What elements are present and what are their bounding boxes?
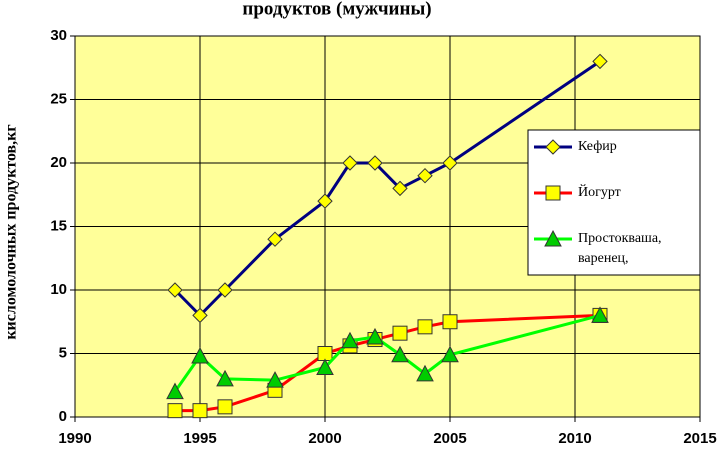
chart-title: продуктов (мужчины) bbox=[242, 0, 431, 19]
marker bbox=[192, 403, 208, 419]
legend-label: Простокваша, варенец, bbox=[578, 231, 662, 266]
y-tick-label: 30 bbox=[50, 27, 67, 44]
marker bbox=[167, 282, 183, 298]
legend-marker bbox=[545, 139, 561, 155]
marker bbox=[317, 193, 333, 209]
marker bbox=[592, 53, 608, 70]
legend-marker bbox=[544, 229, 562, 247]
marker bbox=[442, 155, 458, 171]
legend bbox=[527, 129, 701, 276]
x-tick-label: 2015 bbox=[683, 430, 716, 447]
x-tick-label: 2010 bbox=[558, 430, 591, 447]
marker bbox=[591, 306, 609, 323]
marker bbox=[392, 325, 408, 341]
marker bbox=[342, 155, 358, 171]
y-tick-label: 25 bbox=[50, 90, 67, 107]
x-tick-label: 2000 bbox=[308, 430, 341, 447]
marker bbox=[341, 331, 359, 349]
marker bbox=[366, 327, 384, 345]
marker bbox=[191, 346, 209, 364]
marker bbox=[167, 403, 183, 419]
marker bbox=[217, 399, 233, 415]
y-tick-label: 15 bbox=[50, 217, 67, 234]
x-tick-label: 1990 bbox=[58, 430, 91, 447]
y-axis-label: кисломолочных продуктов,кг bbox=[3, 124, 20, 339]
marker bbox=[441, 345, 459, 363]
legend-label: Кефир bbox=[578, 139, 617, 154]
x-tick-label: 2005 bbox=[433, 430, 466, 447]
marker bbox=[417, 167, 433, 184]
x-tick-label: 1995 bbox=[183, 430, 216, 447]
y-tick-label: 0 bbox=[59, 408, 67, 425]
y-tick-label: 10 bbox=[50, 281, 67, 298]
legend-marker bbox=[545, 185, 561, 201]
marker bbox=[216, 369, 234, 387]
marker bbox=[392, 180, 408, 197]
marker bbox=[391, 345, 409, 363]
y-tick-label: 5 bbox=[59, 344, 67, 361]
marker bbox=[267, 231, 283, 247]
marker bbox=[266, 371, 284, 388]
marker bbox=[417, 319, 433, 335]
y-tick-label: 20 bbox=[50, 154, 67, 171]
marker bbox=[192, 307, 208, 324]
marker bbox=[166, 382, 184, 400]
marker bbox=[367, 155, 383, 171]
marker bbox=[416, 364, 434, 382]
legend-label: Йогурт bbox=[578, 183, 621, 200]
marker bbox=[317, 346, 333, 361]
marker bbox=[217, 282, 233, 298]
marker bbox=[442, 314, 458, 330]
marker bbox=[316, 358, 334, 375]
